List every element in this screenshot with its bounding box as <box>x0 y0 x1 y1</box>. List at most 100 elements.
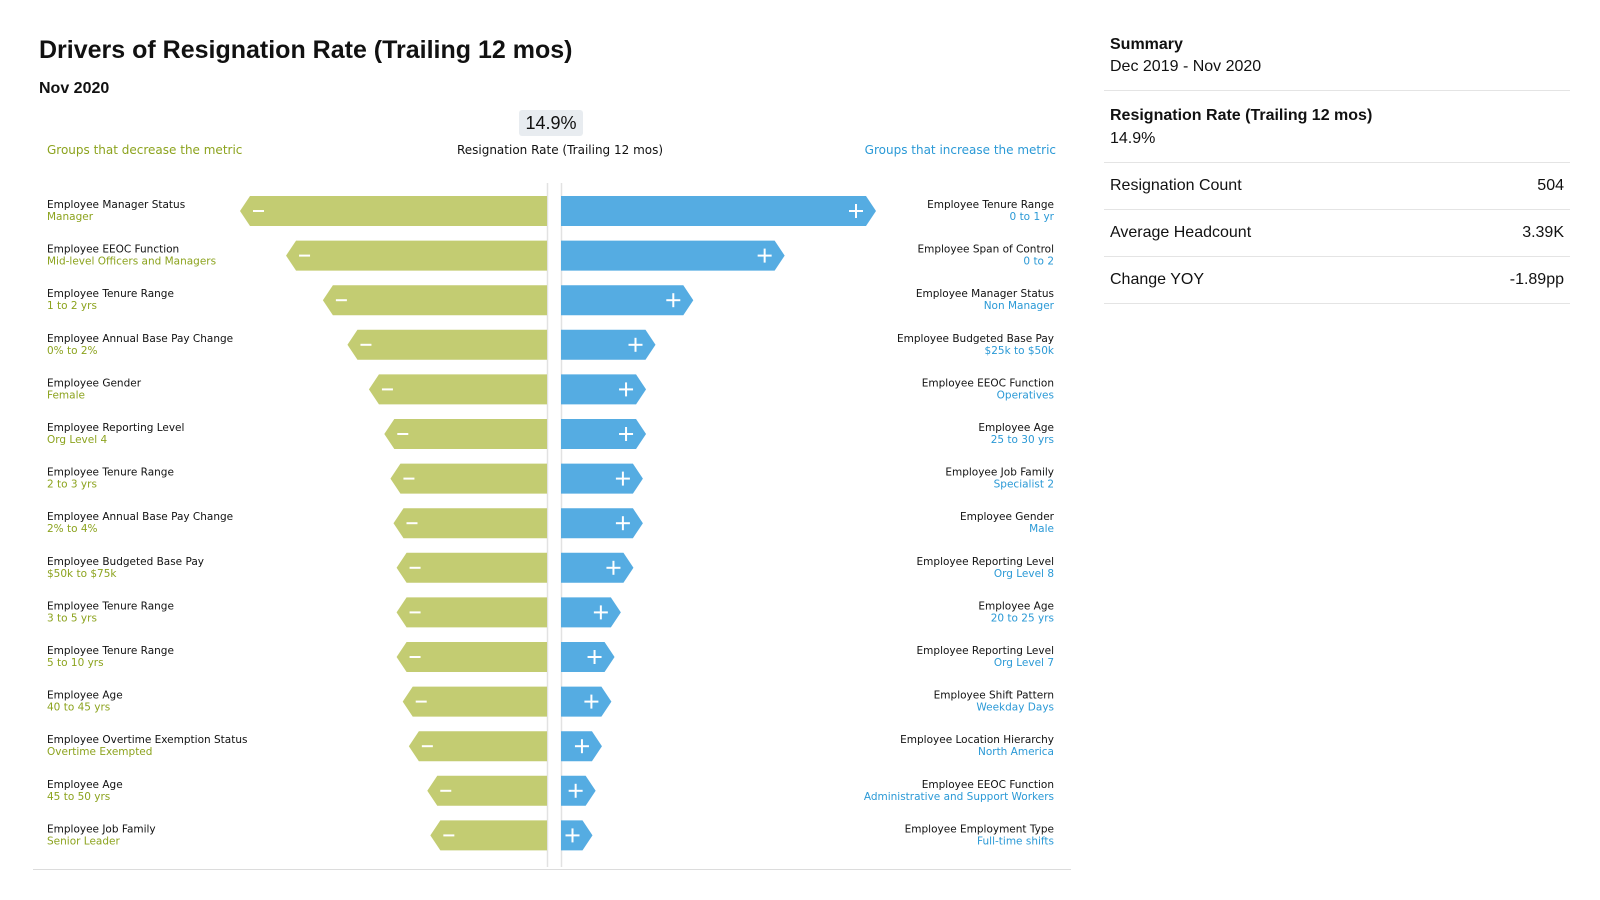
decrease-bar[interactable] <box>427 775 547 806</box>
increase-driver-name: Employee Gender <box>960 511 1055 523</box>
decrease-driver-value: 0% to 2% <box>47 345 98 357</box>
increase-driver-value: Male <box>1029 523 1054 535</box>
increase-driver-name: Employee Age <box>978 422 1054 434</box>
decrease-driver-value: $50k to $75k <box>47 568 117 580</box>
decrease-bar[interactable] <box>430 820 547 851</box>
increase-driver-value: Specialist 2 <box>994 479 1054 491</box>
legend-decrease: Groups that decrease the metric <box>47 143 243 157</box>
increase-bar[interactable] <box>561 419 647 449</box>
decrease-driver-value: 5 to 10 yrs <box>47 657 104 669</box>
decrease-driver-value: Overtime Exempted <box>47 746 152 758</box>
decrease-bar[interactable] <box>347 329 547 360</box>
decrease-driver-value: Female <box>47 389 85 401</box>
summary-rate-block: Resignation Rate (Trailing 12 mos) 14.9% <box>1104 91 1570 162</box>
decrease-driver-name: Employee EEOC Function <box>47 244 179 256</box>
decrease-driver-name: Employee Tenure Range <box>47 288 174 300</box>
summary-row-average-headcount: Average Headcount 3.39K <box>1104 210 1570 256</box>
metric-label: Resignation Rate (Trailing 12 mos) <box>456 143 664 157</box>
decrease-driver-name: Employee Job Family <box>47 823 156 835</box>
decrease-bar[interactable] <box>396 642 547 672</box>
decrease-bar[interactable] <box>402 686 547 717</box>
increase-driver-value: 0 to 1 yr <box>1010 211 1055 223</box>
decrease-driver-value: 3 to 5 yrs <box>47 612 97 624</box>
summary-row-value: -1.89pp <box>1509 271 1564 288</box>
increase-bar[interactable] <box>561 597 621 628</box>
increase-driver-value: Org Level 8 <box>994 568 1054 580</box>
decrease-driver-name: Employee Manager Status <box>47 199 185 211</box>
summary-divider <box>1104 303 1570 304</box>
main-subtitle: Nov 2020 <box>39 80 110 97</box>
summary-row-label: Average Headcount <box>1110 224 1252 241</box>
increase-driver-name: Employee EEOC Function <box>922 779 1054 791</box>
summary-rate-value: 14.9% <box>1110 130 1156 147</box>
increase-driver-value: 0 to 2 <box>1023 256 1054 268</box>
summary-row-value: 3.39K <box>1522 224 1564 241</box>
increase-bar[interactable] <box>561 240 785 271</box>
increase-driver-name: Employee Budgeted Base Pay <box>897 333 1054 345</box>
decrease-driver-name: Employee Tenure Range <box>47 467 174 479</box>
increase-bar[interactable] <box>561 552 634 583</box>
summary-row-resignation-count: Resignation Count 504 <box>1104 163 1570 209</box>
decrease-driver-name: Employee Tenure Range <box>47 645 174 657</box>
increase-bar[interactable] <box>561 508 643 539</box>
decrease-driver-name: Employee Budgeted Base Pay <box>47 556 204 568</box>
increase-driver-name: Employee Span of Control <box>917 244 1054 256</box>
metric-value: 14.9% <box>519 110 583 136</box>
increase-bar[interactable] <box>561 374 647 405</box>
summary-date-range: Dec 2019 - Nov 2020 <box>1110 58 1262 75</box>
increase-bar[interactable] <box>561 463 643 494</box>
main-title: Drivers of Resignation Rate (Trailing 12… <box>39 36 573 64</box>
increase-driver-value: Weekday Days <box>976 702 1054 714</box>
increase-bar[interactable] <box>561 285 694 316</box>
increase-driver-name: Employee Shift Pattern <box>934 690 1054 702</box>
increase-driver-value: Full-time shifts <box>977 835 1054 847</box>
increase-driver-value: Non Manager <box>984 300 1055 312</box>
decrease-driver-name: Employee Age <box>47 690 123 702</box>
decrease-bar[interactable] <box>396 552 547 583</box>
decrease-bar[interactable] <box>368 374 547 405</box>
chart-baseline <box>33 869 1071 870</box>
decrease-driver-name: Employee Age <box>47 779 123 791</box>
decrease-bar[interactable] <box>408 731 547 762</box>
decrease-driver-value: 2% to 4% <box>47 523 98 535</box>
increase-driver-name: Employee Employment Type <box>905 823 1054 835</box>
decrease-driver-value: 2 to 3 yrs <box>47 479 97 491</box>
decrease-bar[interactable] <box>322 285 547 316</box>
decrease-bar[interactable] <box>393 508 548 539</box>
decrease-bar[interactable] <box>390 463 547 494</box>
increase-driver-value: Administrative and Support Workers <box>864 791 1054 803</box>
increase-driver-name: Employee Reporting Level <box>917 645 1054 657</box>
increase-driver-value: $25k to $50k <box>985 345 1055 357</box>
increase-driver-value: Org Level 7 <box>994 657 1054 669</box>
increase-driver-name: Employee Location Hierarchy <box>900 734 1054 746</box>
summary-row-label: Change YOY <box>1110 271 1204 288</box>
decrease-bar[interactable] <box>286 240 547 271</box>
decrease-driver-value: 1 to 2 yrs <box>47 300 97 312</box>
summary-row-value: 504 <box>1537 177 1564 194</box>
increase-driver-value: Operatives <box>997 389 1054 401</box>
summary-rate-title: Resignation Rate (Trailing 12 mos) <box>1110 107 1373 124</box>
summary-panel: Summary Dec 2019 - Nov 2020 Resignation … <box>1104 36 1570 304</box>
summary-divider <box>1104 162 1570 163</box>
summary-row-label: Resignation Count <box>1110 177 1242 194</box>
decrease-bar[interactable] <box>396 597 547 628</box>
summary-title: Summary <box>1110 36 1183 53</box>
decrease-driver-name: Employee Overtime Exemption Status <box>47 734 247 746</box>
summary-divider <box>1104 256 1570 257</box>
increase-driver-name: Employee Age <box>978 600 1054 612</box>
increase-driver-value: North America <box>978 746 1054 758</box>
increase-bar[interactable] <box>561 196 876 226</box>
decrease-bar[interactable] <box>240 196 547 226</box>
increase-driver-name: Employee Job Family <box>945 467 1054 479</box>
decrease-driver-name: Employee Gender <box>47 377 142 389</box>
decrease-driver-name: Employee Tenure Range <box>47 600 174 612</box>
decrease-bar[interactable] <box>384 419 547 449</box>
summary-divider <box>1104 90 1570 91</box>
decrease-driver-name: Employee Annual Base Pay Change <box>47 511 233 523</box>
increase-driver-name: Employee EEOC Function <box>922 377 1054 389</box>
increase-driver-name: Employee Manager Status <box>916 288 1054 300</box>
increase-bar[interactable] <box>561 329 656 360</box>
decrease-driver-value: Mid-level Officers and Managers <box>47 256 216 268</box>
increase-driver-value: 25 to 30 yrs <box>991 434 1054 446</box>
